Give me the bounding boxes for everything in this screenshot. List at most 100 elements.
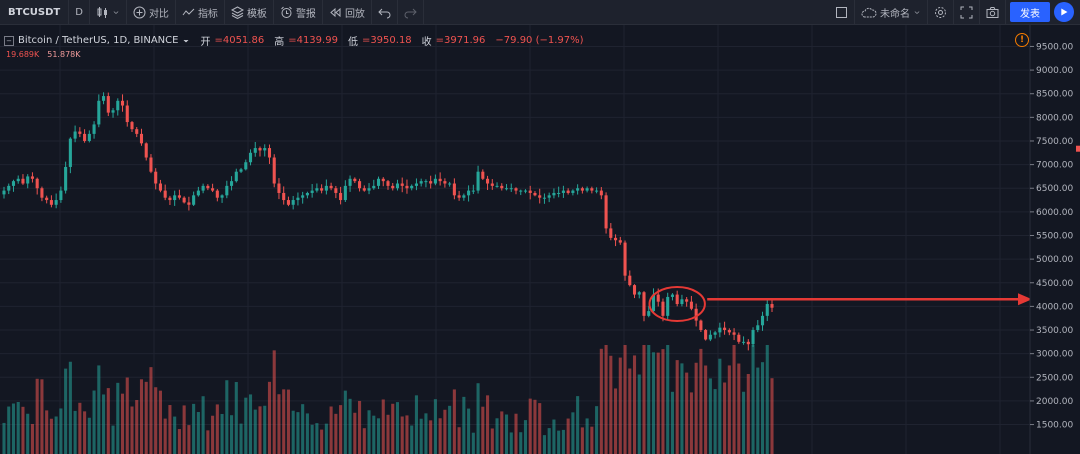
volume-legend: 19.689K 51.878K [6, 50, 81, 59]
volume-bar [78, 402, 82, 454]
snapshot-button[interactable] [980, 0, 1006, 24]
undo-button[interactable] [372, 0, 398, 24]
candle-body [139, 133, 144, 144]
candle-body [263, 148, 267, 151]
square-icon [836, 6, 847, 18]
candle-body [230, 181, 234, 186]
candle-body [102, 96, 106, 101]
volume-bar [11, 403, 16, 454]
publish-button[interactable]: 发表 [1010, 2, 1050, 22]
volume-bar [552, 419, 556, 454]
price-axis-label: 8500.00 [1036, 90, 1073, 100]
price-axis-label: 2500.00 [1036, 373, 1073, 383]
layout-name-button[interactable]: 未命名 [855, 0, 928, 24]
series-title[interactable]: Bitcoin / TetherUS, 1D, BINANCE [18, 35, 179, 46]
compare-button[interactable]: 对比 [127, 0, 176, 24]
candle-body [64, 166, 68, 191]
chart-type-button[interactable] [90, 0, 127, 24]
candle-body [291, 200, 295, 205]
price-axis-label: 2000.00 [1036, 397, 1073, 407]
volume-bar [604, 345, 608, 454]
candle-body [282, 192, 286, 201]
volume-bar [424, 413, 428, 454]
volume-bar [713, 389, 717, 454]
interval-selector[interactable]: D [69, 0, 90, 24]
redo-button[interactable] [398, 0, 424, 24]
volume-bar [429, 420, 433, 454]
candle-body [689, 301, 693, 309]
gear-icon [935, 6, 946, 18]
candle-body [87, 133, 91, 141]
collapse-toggle[interactable]: − [4, 35, 14, 46]
volume-bar [542, 435, 546, 454]
volume-bar [187, 425, 191, 454]
volume-bar [618, 357, 622, 454]
play-button[interactable] [1054, 2, 1074, 22]
volume-bar [694, 362, 698, 454]
expand-icon [960, 6, 973, 18]
candle-body [362, 188, 366, 191]
volume-bar [192, 403, 196, 454]
warning-icon[interactable]: ! [1015, 33, 1029, 47]
volume-bar [21, 406, 25, 454]
candle-body [324, 185, 328, 191]
volume-bar [751, 345, 755, 454]
volume-bar [704, 365, 708, 454]
volume-bar [26, 413, 30, 454]
templates-label: 模板 [246, 8, 267, 20]
templates-button[interactable]: 模板 [225, 0, 274, 24]
candle-body [248, 152, 253, 163]
symbol-selector[interactable]: BTCUSDT [0, 0, 70, 24]
candle-body [358, 181, 362, 189]
candle-body [272, 157, 276, 184]
layout-name-label: 未命名 [880, 8, 910, 20]
fullscreen-toggle[interactable] [829, 0, 855, 24]
volume-bar [595, 406, 599, 454]
candle-body [211, 188, 215, 191]
candle-body [400, 183, 404, 186]
volume-bar [59, 408, 63, 454]
volume-bar [452, 389, 456, 454]
volume-bar [651, 352, 656, 454]
candle-body [253, 148, 257, 153]
volume-bar [414, 395, 418, 454]
price-axis-label: 4000.00 [1036, 302, 1073, 312]
volume-bar [481, 406, 485, 454]
candle-body [756, 325, 760, 331]
price-chart[interactable]: 9500.00 9000.00 8500.00 8000.00 7500.00 7000.… [0, 25, 1080, 454]
replay-button[interactable]: 回放 [323, 0, 372, 24]
expand-button[interactable] [954, 0, 980, 24]
indicators-button[interactable]: 指标 [176, 0, 225, 24]
compare-label: 对比 [148, 8, 169, 20]
redo-icon [404, 8, 417, 18]
cloud-icon [861, 7, 877, 17]
settings-button[interactable] [928, 0, 954, 24]
candle-body [419, 181, 423, 184]
candle-body [125, 105, 129, 123]
candle-body [604, 195, 608, 229]
candle-body [467, 190, 471, 196]
volume-bar [168, 405, 172, 454]
chevron-down-icon [914, 10, 920, 14]
volume-bar [16, 401, 20, 454]
chevron-down-icon[interactable] [182, 37, 190, 45]
volume-bar [305, 413, 309, 454]
candle-body [770, 304, 774, 308]
chart-toolbar: BTCUSDT D 对比 指标 模板 警报 回放 未命名 [0, 0, 1080, 25]
volume-bar [343, 390, 347, 454]
candle-body [49, 200, 53, 205]
volume-bar [727, 365, 731, 454]
volume-bar [139, 379, 144, 454]
volume-bar [590, 426, 594, 454]
candle-body [376, 178, 381, 186]
volume-bar [177, 429, 181, 454]
volume-bar [495, 418, 499, 454]
candle-body [566, 190, 570, 193]
alert-button[interactable]: 警报 [274, 0, 323, 24]
volume-bar [206, 430, 210, 454]
volume-bar [765, 345, 769, 454]
candle-body [386, 181, 390, 186]
templates-icon [230, 5, 244, 19]
alert-label: 警报 [295, 8, 316, 20]
volume-bar [462, 396, 466, 454]
